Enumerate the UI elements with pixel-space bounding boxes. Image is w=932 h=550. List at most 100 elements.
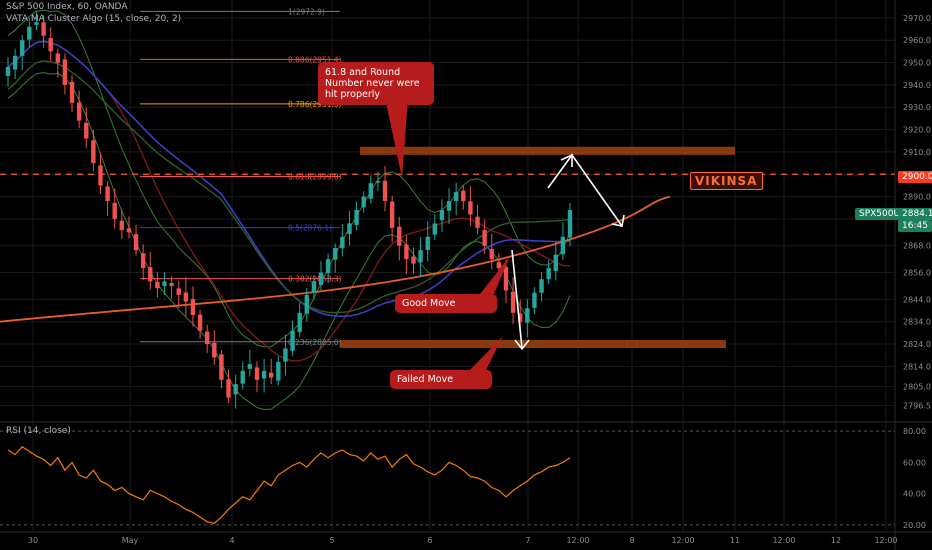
candle-body (69, 81, 75, 103)
time-tick-label: May (122, 536, 139, 545)
time-tick-label: 30 (28, 536, 38, 545)
candle-body (283, 348, 288, 362)
price-tick-label: 2844.0 (903, 295, 931, 304)
price-tick-label: 2834.0 (903, 318, 931, 327)
candle-body (155, 281, 160, 289)
candle-body (347, 223, 352, 234)
drawings (385, 98, 625, 370)
price-tick-label: 2805.0 (903, 382, 931, 391)
candle-body (475, 216, 480, 228)
candle-body (311, 281, 317, 293)
callout-pointer-failed (470, 336, 503, 370)
callout-pointer-good (480, 256, 510, 294)
candle-body (432, 223, 438, 235)
candle-body (126, 228, 132, 233)
candle-body (389, 201, 395, 228)
candle-body (546, 268, 551, 280)
candle-body (318, 272, 324, 285)
price-tick-label: 2930.0 (903, 103, 931, 112)
time-tick-label: 4 (229, 536, 234, 545)
price-tick-label: 2940.0 (903, 81, 931, 90)
candle-body (269, 372, 274, 378)
candle-body (219, 354, 224, 380)
rsi-tick-label: 20.00 (903, 521, 926, 530)
candle-body (276, 361, 281, 381)
candle-body (503, 267, 509, 291)
callout-fib-note[interactable]: 61.8 and Round Number never were hit pro… (318, 62, 434, 105)
price-tick-label: 2814.0 (903, 362, 931, 371)
failed-move-arrow (511, 249, 523, 349)
candle-body (411, 256, 416, 264)
candle-body (5, 67, 11, 76)
candle-body (84, 122, 89, 139)
time-tick-label: 5 (329, 536, 334, 545)
fib-label: 1(2972.9) (288, 7, 325, 16)
time-tick-label: 12:00 (874, 536, 897, 545)
callout-failed-move[interactable]: Failed Move (390, 370, 492, 389)
candle-body (197, 314, 203, 331)
time-tick-label: 12:00 (772, 536, 795, 545)
time-tick-label: 6 (427, 536, 432, 545)
indicator-title[interactable]: VATA MA Cluster Algo (15, close, 20, 2) (6, 14, 182, 24)
band-upper (7, 9, 571, 348)
candle-body (76, 102, 82, 121)
callout-good-move[interactable]: Good Move (395, 294, 497, 313)
candle-body (290, 330, 295, 351)
candle-body (496, 262, 502, 269)
candle-body (361, 196, 366, 208)
candle-body (233, 384, 238, 395)
candle-body (375, 180, 381, 183)
time-tick-label: 12:00 (671, 536, 694, 545)
candle-body (325, 259, 331, 274)
candle-body (98, 165, 103, 186)
ma-orange (0, 195, 671, 323)
candle-body (176, 288, 181, 295)
candle-body (48, 38, 53, 52)
price-tick-label: 2950.0 (903, 59, 931, 68)
candle-body (247, 364, 253, 369)
candle-body (489, 248, 494, 260)
symbol-title[interactable]: S&P 500 Index, 60, OANDA (6, 2, 128, 12)
time-tick-label: 12:00 (566, 536, 589, 545)
candle-body (482, 229, 487, 246)
candle-body (553, 254, 558, 272)
candle-body (34, 22, 39, 25)
candle-body (119, 220, 125, 231)
rsi-title[interactable]: RSI (14, close) (6, 426, 71, 436)
candlesticks (5, 10, 573, 409)
candle-body (333, 247, 338, 260)
band-lower (7, 72, 571, 411)
price-tick-label: 2868.0 (903, 242, 931, 251)
candle-body (368, 183, 374, 199)
rsi-panel: 80.00 60.00 40.00 20.00 (0, 427, 926, 530)
candle-body (240, 370, 245, 384)
candle-body (539, 279, 544, 293)
countdown-tag: 16:45 (898, 220, 932, 232)
candle-body (148, 267, 153, 282)
candle-body (397, 226, 402, 246)
candle-body (261, 370, 267, 379)
candle-body (354, 210, 359, 225)
candle-body (190, 299, 196, 315)
candle-body (62, 59, 68, 85)
price-tick-label: 2890.0 (903, 193, 931, 202)
time-tick-label: 7 (525, 536, 530, 545)
candle-body (212, 342, 217, 358)
candle-body (518, 313, 523, 322)
fib-label: 0.5(2876.1) (288, 224, 332, 233)
candle-body (567, 210, 573, 238)
price-tick-label: 2920.0 (903, 126, 931, 135)
candle-body (105, 186, 110, 202)
current-price-tag: 2884.1 (898, 208, 932, 220)
candle-body (340, 236, 345, 249)
fib-label: 0.618(2899.0) (288, 172, 342, 181)
candle-body (439, 210, 445, 221)
candle-body (382, 180, 388, 202)
candle-body (20, 40, 25, 56)
candle-body (525, 308, 530, 323)
candle-body (453, 192, 459, 202)
candle-body (183, 292, 189, 302)
moving-average-cluster (0, 9, 671, 411)
fib-label: 0.236(2825.0) (288, 338, 342, 347)
